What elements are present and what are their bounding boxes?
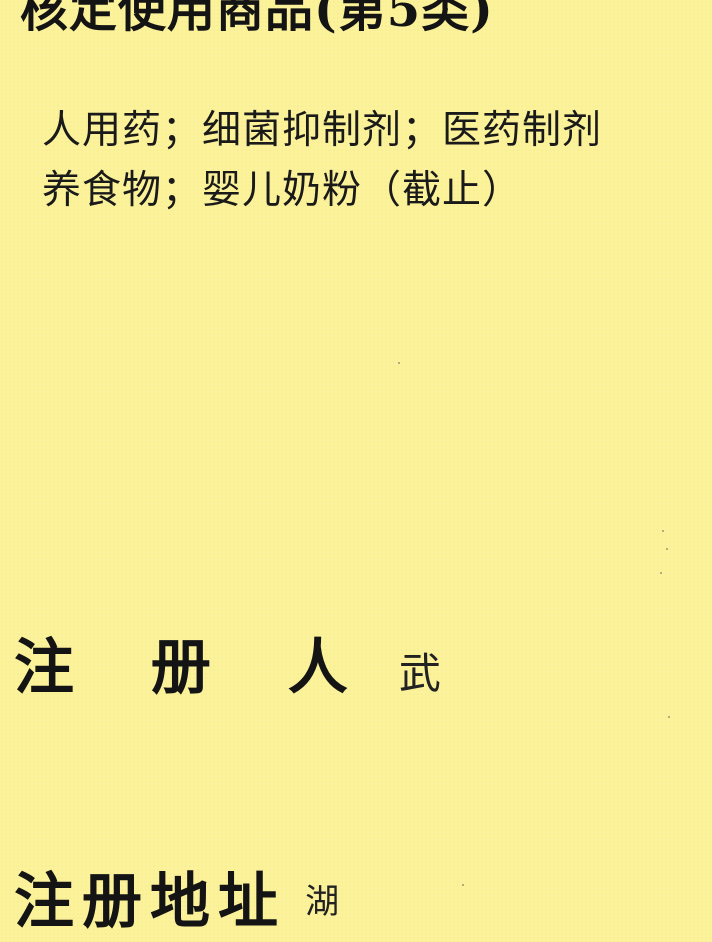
paper-speck	[398, 362, 400, 364]
paper-speck	[662, 530, 664, 532]
paper-speck	[660, 572, 662, 574]
goods-class-heading: 核定使用商品(第5类)	[20, 0, 494, 38]
paper-speck	[668, 716, 670, 718]
address-label: 注册地址	[14, 867, 286, 937]
paper-speck	[462, 884, 464, 886]
registrant-label: 注 册 人	[14, 633, 376, 703]
registrant-row: 注 册 人 武	[14, 628, 441, 708]
goods-line-2: 养食物；婴儿奶粉（截止）	[42, 168, 523, 213]
address-value: 湖	[305, 882, 340, 922]
goods-line-1: 人用药；细菌抑制剂；医药制剂	[42, 108, 603, 153]
paper-speck	[666, 548, 668, 550]
approved-goods-list: 人用药；细菌抑制剂；医药制剂 养食物；婴儿奶粉（截止）	[42, 108, 712, 228]
address-row: 注册地址 湖	[14, 862, 339, 942]
registrant-value: 武	[398, 649, 441, 698]
